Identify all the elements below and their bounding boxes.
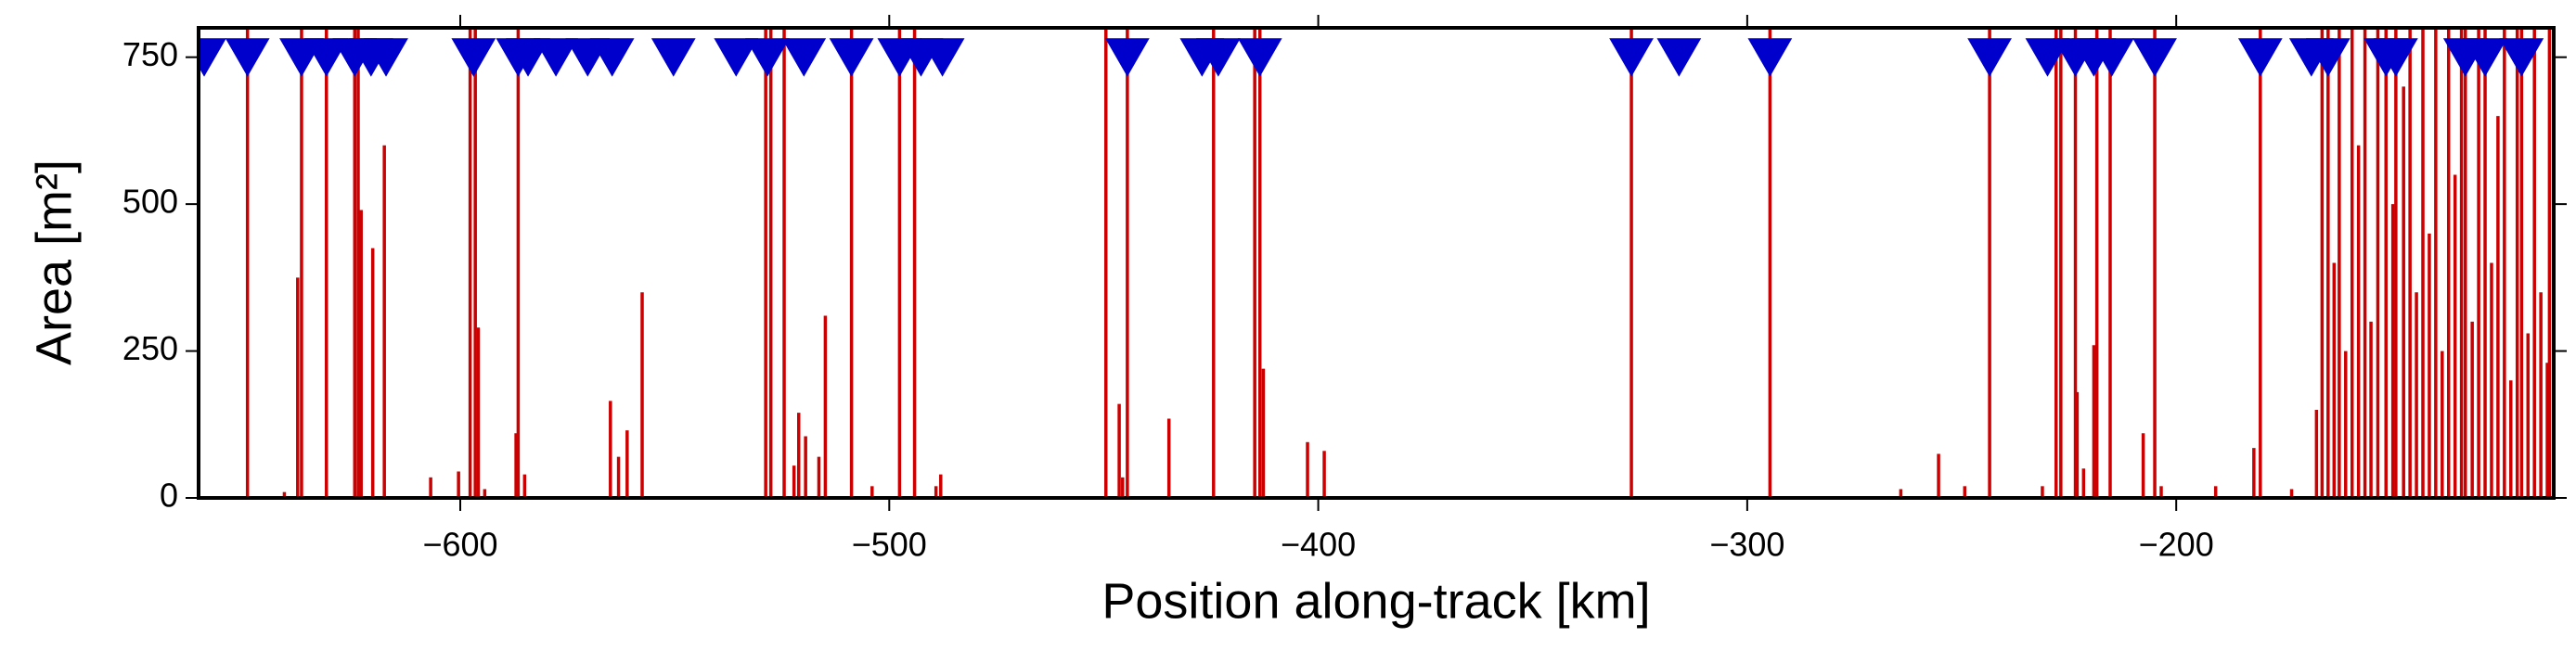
triangle-marker (1196, 38, 1241, 77)
triangle-marker (1656, 38, 1702, 77)
triangle-marker (303, 38, 349, 77)
triangle-marker (364, 38, 408, 77)
x-tick-label: −200 (2139, 526, 2214, 564)
triangle-marker (781, 38, 827, 77)
y-tick-label: 500 (122, 183, 178, 221)
x-axis-title: Position along-track [km] (1101, 573, 1650, 629)
triangle-marker (920, 38, 965, 77)
y-tick-label: 250 (122, 329, 178, 367)
triangle-marker (589, 38, 635, 77)
triangle-marker (2237, 38, 2283, 77)
triangle-marker (2463, 38, 2507, 77)
triangle-marker (534, 38, 578, 77)
triangle-marker (506, 38, 550, 77)
triangle-marker (1609, 38, 1654, 77)
triangle-marker (2374, 38, 2418, 77)
triangle-marker (2499, 38, 2544, 77)
triangle-marker (2132, 38, 2177, 77)
triangle-marker (225, 38, 270, 77)
triangle-marker (1747, 38, 1793, 77)
triangle-marker (1967, 38, 2012, 77)
y-tick-label: 0 (160, 477, 178, 515)
triangle-marker (650, 38, 696, 77)
triangle-marker (829, 38, 874, 77)
triangle-marker (745, 38, 790, 77)
plot-area (199, 28, 2552, 498)
y-tick-label: 750 (122, 35, 178, 73)
x-tick-label: −500 (852, 526, 927, 564)
triangle-marker (2025, 38, 2070, 77)
triangle-marker (451, 38, 496, 77)
triangle-marker (2305, 38, 2351, 77)
x-tick-label: −300 (1709, 526, 1784, 564)
x-tick-label: −400 (1281, 526, 1356, 564)
triangle-marker (199, 38, 226, 77)
triangle-marker (2089, 38, 2134, 77)
triangle-marker (1237, 38, 1282, 77)
x-tick-label: −600 (422, 526, 497, 564)
triangle-marker (714, 38, 759, 77)
triangle-marker (1105, 38, 1150, 77)
y-axis-title: Area [m²] (26, 159, 82, 365)
plot-frame (197, 26, 2556, 500)
